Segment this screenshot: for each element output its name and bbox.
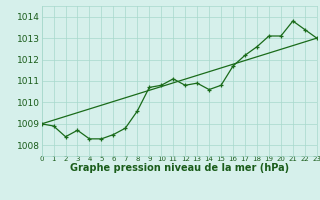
X-axis label: Graphe pression niveau de la mer (hPa): Graphe pression niveau de la mer (hPa) [70, 163, 289, 173]
